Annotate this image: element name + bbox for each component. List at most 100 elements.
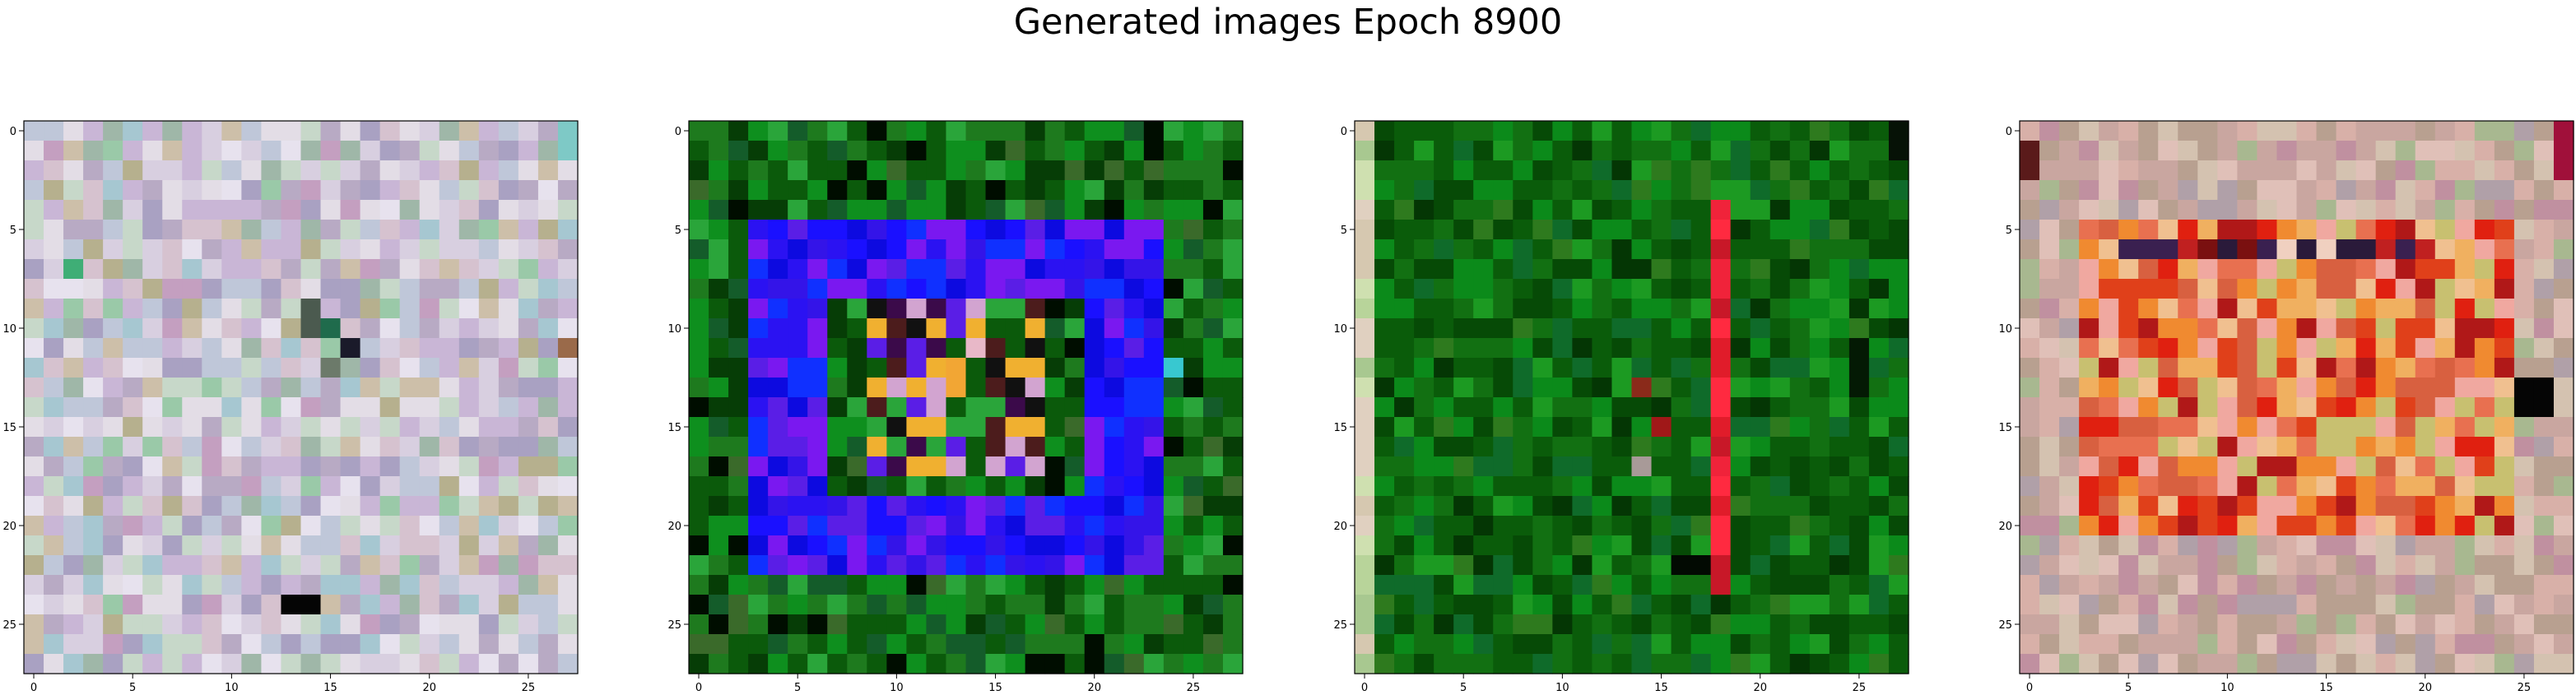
heatmap-cell (63, 121, 84, 141)
heatmap-cell (379, 338, 401, 359)
heatmap-cell (300, 595, 322, 615)
heatmap-cell (2513, 239, 2535, 260)
heatmap-cell (2533, 299, 2555, 319)
heatmap-cell (2178, 239, 2198, 260)
x-tick-label: 5 (2125, 682, 2132, 694)
heatmap-cell (2316, 318, 2337, 339)
heatmap-cell (2355, 200, 2377, 220)
heatmap-cell (886, 614, 907, 635)
heatmap-cell (2533, 555, 2555, 576)
heatmap-cell (2158, 634, 2178, 655)
heatmap-cell (2494, 200, 2515, 220)
heatmap-cell (985, 516, 1007, 536)
heatmap-cell (419, 614, 440, 635)
heatmap-cell (1888, 378, 1909, 398)
heatmap-cell (2138, 338, 2159, 359)
heatmap-cell (2237, 200, 2258, 220)
heatmap-cell (1183, 456, 1204, 477)
heatmap-cell (458, 160, 480, 181)
axes-frame (688, 120, 1244, 674)
heatmap-cell (24, 555, 44, 576)
heatmap-cell (1631, 614, 1653, 635)
heatmap-cell (1730, 160, 1751, 181)
heatmap-cell (1829, 575, 1850, 595)
heatmap-cell (689, 456, 709, 477)
heatmap-cell (1493, 654, 1514, 674)
heatmap-cell (44, 437, 64, 457)
heatmap-cell (340, 476, 361, 497)
heatmap-cell (965, 160, 987, 181)
heatmap-cell (1631, 141, 1653, 161)
heatmap-cell (867, 634, 887, 655)
heatmap-cell (1829, 555, 1850, 576)
heatmap-cell (985, 121, 1007, 141)
heatmap-cell (965, 614, 987, 635)
heatmap-cell (1552, 614, 1573, 635)
heatmap-cell (2276, 634, 2298, 655)
heatmap-cell (2138, 259, 2159, 280)
heatmap-cell (320, 279, 342, 299)
heatmap-cell (2316, 239, 2337, 260)
heatmap-cell (103, 338, 123, 359)
heatmap-cell (320, 614, 342, 635)
heatmap-cell (2039, 378, 2060, 398)
heatmap-cell (103, 654, 123, 674)
heatmap-cell (2513, 200, 2535, 220)
heatmap-cell (2276, 358, 2298, 378)
heatmap-cell (518, 378, 539, 398)
heatmap-cell (1143, 496, 1165, 517)
heatmap-cell (2454, 318, 2476, 339)
heatmap-cell (2276, 220, 2298, 240)
heatmap-cell (498, 121, 519, 141)
heatmap-cell (926, 516, 947, 536)
heatmap-cell (478, 358, 500, 378)
heatmap-cell (709, 634, 729, 655)
heatmap-cell (103, 279, 123, 299)
heatmap-cell (1064, 378, 1086, 398)
heatmap-cell (1025, 121, 1046, 141)
heatmap-cell (709, 535, 729, 556)
heatmap-cell (1414, 239, 1434, 260)
heatmap-cell (2415, 535, 2436, 556)
heatmap-cell (1163, 378, 1184, 398)
heatmap-cell (1592, 456, 1613, 477)
heatmap-cell (498, 417, 519, 438)
heatmap-cell (2375, 358, 2397, 378)
heatmap-cell (2178, 180, 2198, 201)
heatmap-cell (83, 496, 104, 517)
heatmap-cell (1769, 456, 1791, 477)
heatmap-cell (2395, 476, 2416, 497)
heatmap-cell (1414, 476, 1434, 497)
heatmap-cell (2178, 141, 2198, 161)
heatmap-cell (1888, 456, 1909, 477)
heatmap-cell (1183, 318, 1204, 339)
heatmap-cell (689, 318, 709, 339)
heatmap-cell (2395, 437, 2416, 457)
heatmap-cell (1355, 634, 1375, 655)
heatmap-cell (2217, 259, 2238, 280)
heatmap-cell (2217, 299, 2238, 319)
heatmap-cell (1888, 200, 1909, 220)
heatmap-cell (689, 378, 709, 398)
heatmap-cell (728, 417, 749, 438)
heatmap-cell (1123, 279, 1145, 299)
heatmap-cell (1572, 516, 1593, 536)
heatmap-cell (63, 180, 84, 201)
heatmap-cell (1532, 121, 1553, 141)
heatmap-cell (557, 634, 579, 655)
heatmap-cell (2138, 141, 2159, 161)
heatmap-cell (44, 200, 64, 220)
heatmap-cell (1730, 516, 1751, 536)
heatmap-cell (518, 456, 539, 477)
heatmap-cell (1710, 397, 1732, 418)
heatmap-cell (1394, 259, 1415, 280)
heatmap-cell (2415, 555, 2436, 576)
heatmap-cell (985, 397, 1007, 418)
heatmap-cell (1809, 141, 1830, 161)
heatmap-cell (1473, 634, 1494, 655)
heatmap-cell (1044, 338, 1066, 359)
heatmap-cell (2434, 358, 2456, 378)
heatmap-cell (2217, 358, 2238, 378)
heatmap-cell (2276, 259, 2298, 280)
heatmap-cell (788, 654, 808, 674)
